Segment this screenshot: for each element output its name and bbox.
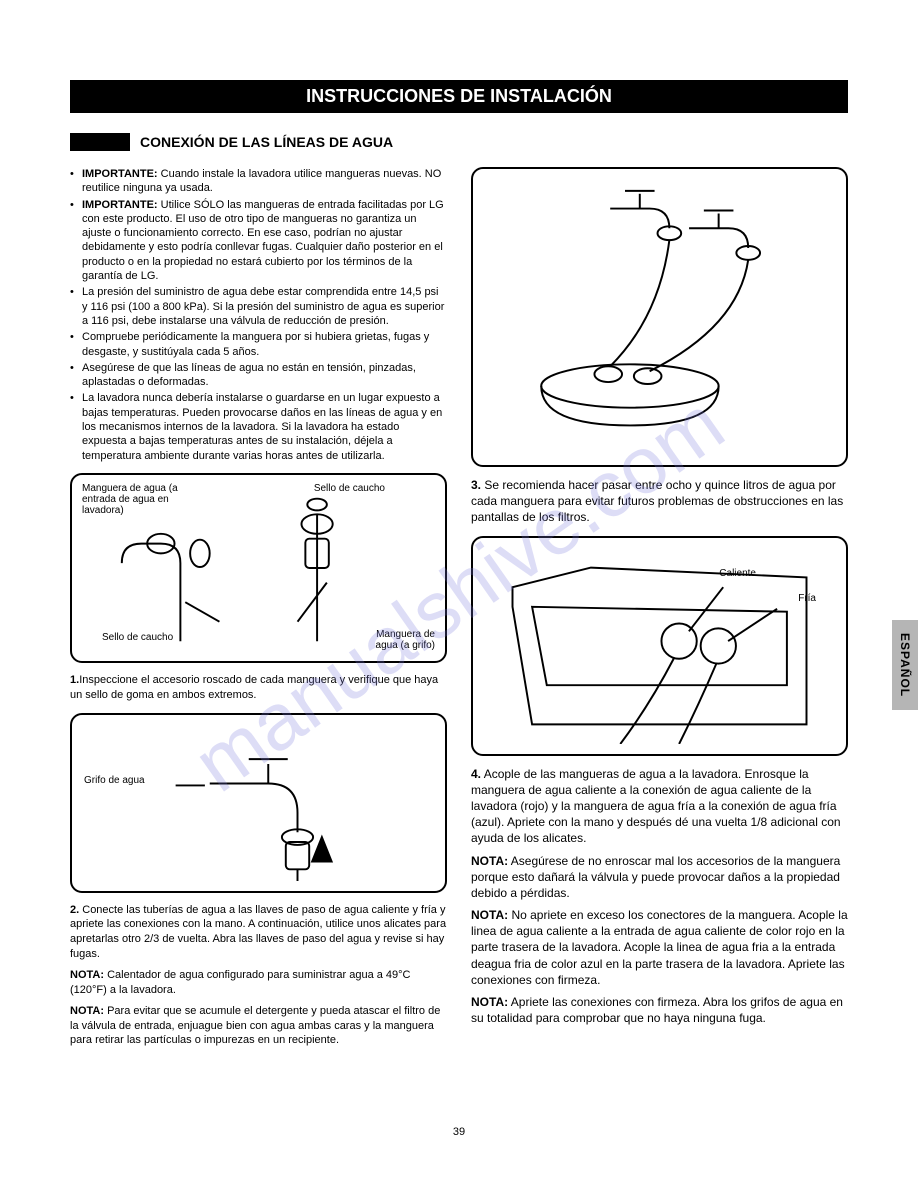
note-text: Apriete las conexiones con firmeza. Abra…: [471, 995, 843, 1025]
fig1-label-hose-tap: Manguera de agua (a grifo): [365, 629, 435, 651]
bullet-item: La lavadora nunca debería instalarse o g…: [70, 391, 447, 462]
fig2-label: Grifo de agua: [84, 775, 145, 786]
step-num: 1.: [70, 674, 79, 686]
note-label: NOTA:: [471, 854, 508, 868]
bullet-item: IMPORTANTE: Cuando instale la lavadora u…: [70, 167, 447, 196]
bullet-list: IMPORTANTE: Cuando instale la lavadora u…: [70, 167, 447, 463]
bullet-text: Compruebe periódicamente la manguera por…: [82, 331, 429, 357]
figure-faucets-bowl: [471, 167, 848, 467]
left-column: IMPORTANTE: Cuando instale la lavadora u…: [70, 167, 447, 1054]
note-text: No apriete en exceso los conectores de l…: [471, 908, 848, 987]
section-black-box: [70, 133, 130, 151]
figure-hose-seals: Manguera de agua (a entrada de agua en l…: [70, 473, 447, 663]
bullet-bold: IMPORTANTE:: [82, 168, 158, 180]
faucet-icon: [82, 725, 435, 881]
bullet-item: IMPORTANTE: Utilice SÓLO las mangueras d…: [70, 198, 447, 284]
note-text: Asegúrese de no enroscar mal los accesor…: [471, 854, 840, 900]
note-label: NOTA:: [471, 995, 508, 1009]
note-text: Calentador de agua configurado para sumi…: [70, 969, 411, 996]
figure-faucet: Grifo de agua: [70, 713, 447, 893]
language-tab: ESPAÑOL: [892, 620, 918, 710]
two-column-layout: IMPORTANTE: Cuando instale la lavadora u…: [70, 167, 848, 1054]
note-label: NOTA:: [70, 1005, 104, 1017]
bullet-item: Compruebe periódicamente la manguera por…: [70, 330, 447, 359]
step-text: Se recomienda hacer pasar entre ocho y q…: [471, 478, 843, 524]
bullet-bold: IMPORTANTE:: [82, 199, 158, 211]
bullet-text: Asegúrese de que las líneas de agua no e…: [82, 362, 416, 388]
fig4-hot-label: Caliente: [719, 568, 756, 579]
bullet-text: La presión del suministro de agua debe e…: [82, 286, 444, 327]
nota-4: NOTA: No apriete en exceso los conectore…: [471, 907, 848, 988]
bullet-item: La presión del suministro de agua debe e…: [70, 285, 447, 328]
bullet-text: La lavadora nunca debería instalarse o g…: [82, 392, 442, 461]
note-text: Para evitar que se acumule el detergente…: [70, 1005, 440, 1047]
step-3: 3. Se recomienda hacer pasar entre ocho …: [471, 477, 848, 526]
step-1: 1.Inspeccione el accesorio roscado de ca…: [70, 673, 447, 703]
step-4: 4. Acople de las mangueras de agua a la …: [471, 766, 848, 847]
nota-2: NOTA: Para evitar que se acumule el dete…: [70, 1004, 447, 1049]
header-bar: INSTRUCCIONES DE INSTALACIÓN: [70, 80, 848, 113]
figure-washer-back: Caliente Fría: [471, 536, 848, 756]
step-text: Inspeccione el accesorio roscado de cada…: [70, 674, 438, 701]
note-label: NOTA:: [70, 969, 104, 981]
right-column: 3. Se recomienda hacer pasar entre ocho …: [471, 167, 848, 1054]
nota-3: NOTA: Asegúrese de no enroscar mal los a…: [471, 853, 848, 902]
washer-back-icon: [483, 548, 836, 744]
fig1-label-hose-in: Manguera de agua (a entrada de agua en l…: [82, 483, 202, 516]
nota-1: NOTA: Calentador de agua configurado par…: [70, 968, 447, 998]
step-num: 4.: [471, 767, 481, 781]
faucets-bowl-icon: [483, 179, 836, 455]
step-text: Conecte las tuberías de agua a las llave…: [70, 904, 446, 961]
step-num: 2.: [70, 904, 79, 916]
step-num: 3.: [471, 478, 481, 492]
fig4-cold-label: Fría: [798, 593, 816, 604]
bullet-text: Utilice SÓLO las mangueras de entrada fa…: [82, 199, 444, 282]
bullet-item: Asegúrese de que las líneas de agua no e…: [70, 361, 447, 390]
section-title: CONEXIÓN DE LAS LÍNEAS DE AGUA: [140, 134, 393, 150]
fig1-label-seal-bottom: Sello de caucho: [102, 632, 173, 643]
step-text: Acople de las mangueras de agua a la lav…: [471, 767, 841, 846]
page-number: 39: [453, 1126, 465, 1138]
nota-5: NOTA: Apriete las conexiones con firmeza…: [471, 994, 848, 1026]
section-heading-row: CONEXIÓN DE LAS LÍNEAS DE AGUA: [70, 133, 848, 151]
note-label: NOTA:: [471, 908, 508, 922]
step-2: 2. Conecte las tuberías de agua a las ll…: [70, 903, 447, 962]
fig1-label-seal-top: Sello de caucho: [314, 483, 385, 494]
